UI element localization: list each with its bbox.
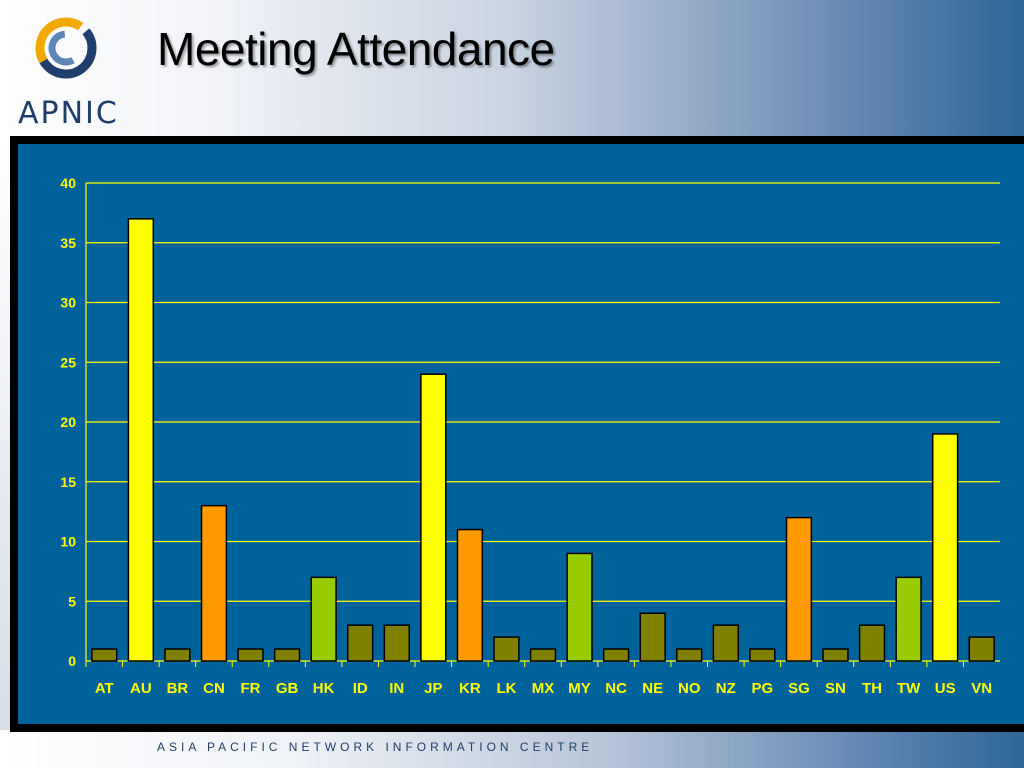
y-tick-label-30: 30 xyxy=(60,295,76,311)
bar-mx xyxy=(529,648,557,662)
bar-in xyxy=(383,624,410,662)
bar-pg xyxy=(749,648,776,662)
x-tick-label-mx: MX xyxy=(532,680,555,697)
bar-au xyxy=(127,218,155,662)
bar-my xyxy=(566,552,593,662)
x-tick-label-hk: HK xyxy=(313,680,335,697)
x-tick-label-kr: KR xyxy=(459,680,481,697)
bar-at xyxy=(91,648,118,662)
bar-chart: 0 5 10 15 20 25 30 35 40 AT AU BR CN FR GB HK ID IN JP KR LK… xyxy=(60,175,1000,697)
x-tick-label-th: TH xyxy=(862,680,882,697)
y-tick-label-35: 35 xyxy=(60,235,76,251)
x-tick-label-jp: JP xyxy=(424,680,442,697)
footer: ASIA PACIFIC NETWORK INFORMATION CENTRE xyxy=(0,732,1024,768)
x-tick-label-sg: SG xyxy=(788,680,810,697)
x-tick-label-pg: PG xyxy=(752,680,774,697)
page-title: Meeting Attendance xyxy=(157,23,555,75)
y-tick-label-10: 10 xyxy=(60,534,76,550)
x-tick-label-no: NO xyxy=(678,680,701,697)
bar-fr xyxy=(237,648,264,662)
bar-sg xyxy=(785,516,813,662)
bar-id xyxy=(347,624,374,662)
apnic-logo: APNIC xyxy=(8,10,138,131)
x-tick-label-nc: NC xyxy=(605,680,627,697)
x-tick-label-fr: FR xyxy=(241,680,261,697)
chart-frame: 0 5 10 15 20 25 30 35 40 AT AU BR CN FR GB HK ID IN JP KR LK… xyxy=(10,136,1024,732)
logo-text: APNIC xyxy=(18,96,119,131)
x-tick-label-my: MY xyxy=(568,680,591,697)
bar-ne xyxy=(639,612,666,662)
x-tick-label-br: BR xyxy=(167,680,189,697)
y-tick-label-40: 40 xyxy=(60,175,76,191)
bar-br xyxy=(164,648,191,662)
bar-kr xyxy=(456,528,484,662)
bar-th xyxy=(858,624,886,662)
x-tick-label-in: IN xyxy=(389,680,404,697)
logo-swirl-icon xyxy=(35,17,97,79)
x-tick-label-id: ID xyxy=(353,680,368,697)
bar-vn xyxy=(968,636,995,662)
x-tick-label-gb: GB xyxy=(276,680,299,697)
x-tick-label-cn: CN xyxy=(203,680,225,697)
x-tick-label-at: AT xyxy=(95,680,114,697)
bar-lk xyxy=(493,636,520,662)
x-tick-label-sn: SN xyxy=(825,680,846,697)
bar-hk xyxy=(310,576,337,662)
x-tick-label-ne: NE xyxy=(642,680,663,697)
y-tick-label-5: 5 xyxy=(68,593,76,609)
bar-sn xyxy=(822,648,849,662)
x-tick-label-vn: VN xyxy=(971,680,992,697)
bar-no xyxy=(676,648,703,662)
left-stripe xyxy=(0,140,10,730)
bar-cn xyxy=(200,504,228,662)
bar-jp xyxy=(420,373,447,662)
y-tick-label-0: 0 xyxy=(68,653,76,669)
y-tick-label-25: 25 xyxy=(60,354,76,370)
bar-nz xyxy=(712,624,739,662)
chart-panel: 0 5 10 15 20 25 30 35 40 AT AU BR CN FR GB HK ID IN JP KR LK… xyxy=(18,144,1024,724)
footer-text: ASIA PACIFIC NETWORK INFORMATION CENTRE xyxy=(157,740,594,754)
x-tick-label-tw: TW xyxy=(897,680,921,697)
bar-us xyxy=(931,433,959,662)
bar-nc xyxy=(602,648,630,662)
x-tick-label-nz: NZ xyxy=(716,680,736,697)
x-tick-label-au: AU xyxy=(130,680,152,697)
y-tick-label-15: 15 xyxy=(60,474,76,490)
y-tick-label-20: 20 xyxy=(60,414,76,430)
x-tick-label-us: US xyxy=(935,680,956,697)
bar-tw xyxy=(895,576,922,662)
x-tick-label-lk: LK xyxy=(496,680,516,697)
bar-gb xyxy=(273,648,301,662)
